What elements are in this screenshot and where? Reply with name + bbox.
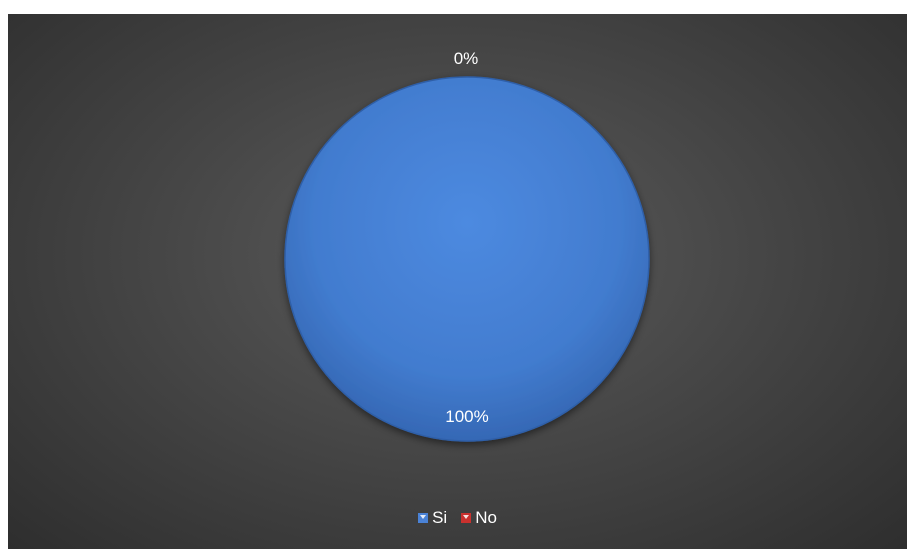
legend-label-si: Si — [432, 508, 448, 527]
chart-area: 100% 0% Si No — [8, 14, 907, 549]
legend-swatch-si — [418, 513, 429, 523]
legend-swatch-no — [461, 513, 472, 523]
data-label-si: 100% — [445, 407, 488, 426]
data-label-no: 0% — [454, 49, 479, 68]
legend-label-no: No — [475, 508, 497, 527]
legend-item-si: Si — [418, 508, 447, 528]
legend-item-no: No — [461, 508, 497, 528]
pie-slice-si — [284, 76, 650, 442]
legend: Si No — [8, 508, 907, 528]
pie-chart: 100% 0% — [284, 49, 650, 442]
